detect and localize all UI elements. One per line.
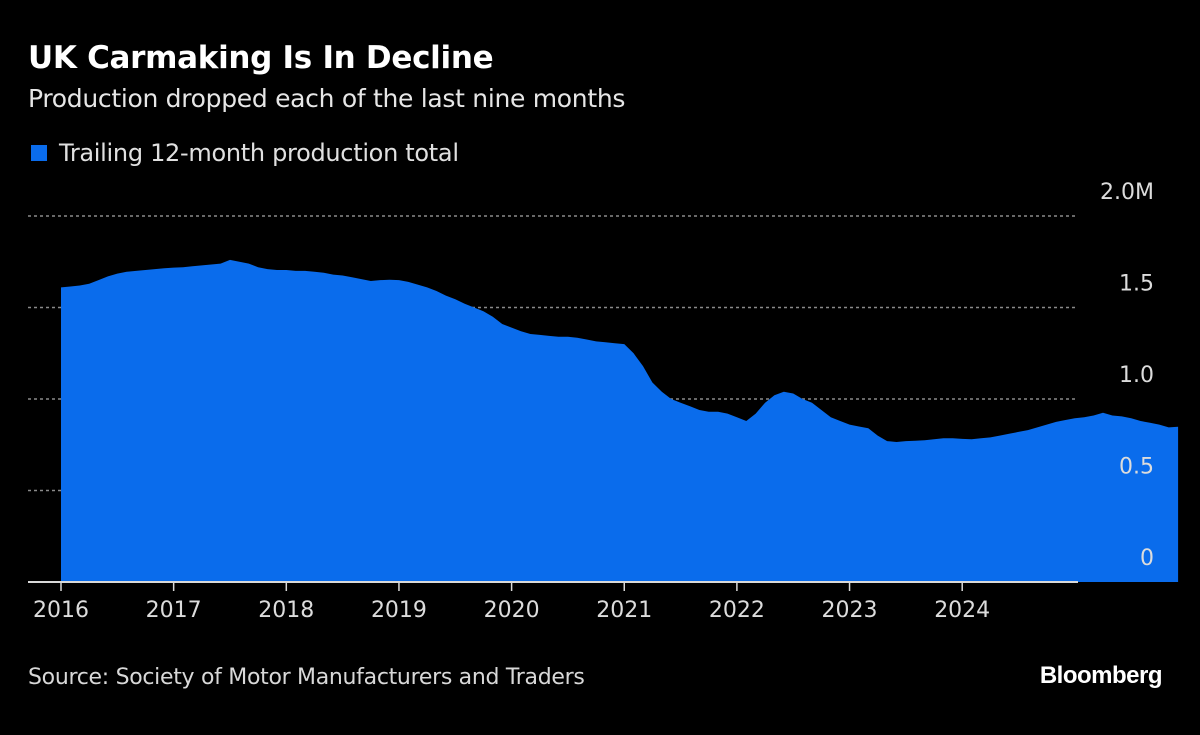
chart-title: UK Carmaking Is In Decline	[28, 40, 494, 76]
x-tick-label: 2024	[934, 598, 990, 623]
y-tick-label: 0.5	[1119, 455, 1154, 480]
y-axis-labels: 0 0.5 1.0 1.5 2.0M	[1100, 180, 1154, 571]
x-tick-label: 2021	[596, 598, 652, 623]
y-tick-label: 1.0	[1119, 363, 1154, 388]
chart-subtitle: Production dropped each of the last nine…	[28, 84, 626, 113]
x-tick-label: 2016	[33, 598, 89, 623]
x-axis-labels: 2016 2017 2018 2019 2020 2021 2022 2023 2024	[33, 598, 990, 623]
y-tick-label: 0	[1140, 546, 1154, 571]
y-tick-label: 2.0M	[1100, 180, 1154, 205]
x-tick-label: 2018	[258, 598, 314, 623]
legend: Trailing 12-month production total	[31, 139, 459, 167]
source-note: Source: Society of Motor Manufacturers a…	[28, 665, 585, 690]
x-tick-label: 2019	[371, 598, 427, 623]
y-tick-label: 1.5	[1119, 272, 1154, 297]
x-tick-label: 2017	[146, 598, 202, 623]
x-axis	[28, 581, 1078, 591]
legend-label: Trailing 12-month production total	[59, 139, 459, 167]
x-tick-label: 2022	[709, 598, 765, 623]
bloomberg-logo: Bloomberg	[1039, 662, 1163, 689]
legend-swatch	[31, 145, 47, 161]
x-tick-label: 2020	[484, 598, 540, 623]
x-tick-label: 2023	[822, 598, 878, 623]
area-series	[61, 259, 1179, 582]
area-trailing-12-month-production	[61, 259, 1179, 582]
